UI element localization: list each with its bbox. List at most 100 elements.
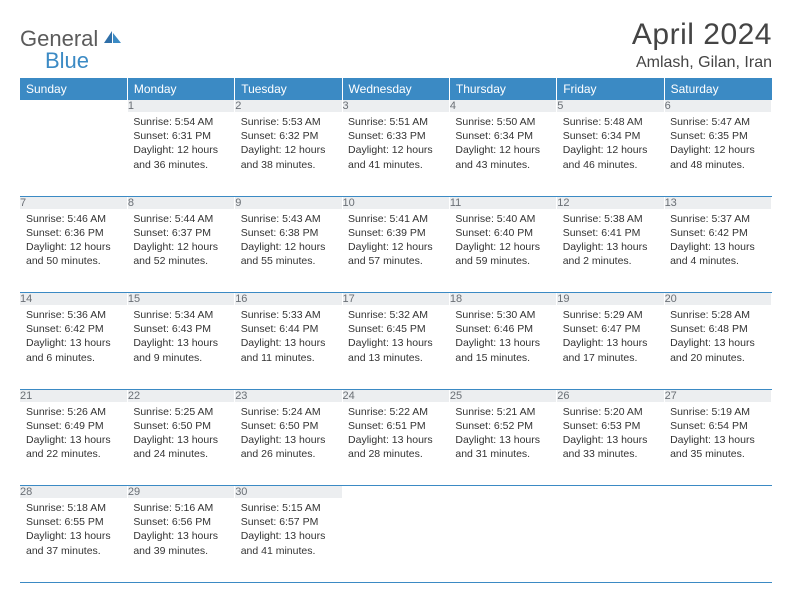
week-row: Sunrise: 5:18 AMSunset: 6:55 PMDaylight:… — [20, 498, 772, 582]
day-number: 11 — [449, 196, 556, 209]
day-sunset: Sunset: 6:48 PM — [670, 322, 767, 336]
day-sunrise: Sunrise: 5:26 AM — [26, 405, 123, 419]
day-sunrise: Sunrise: 5:46 AM — [26, 212, 123, 226]
day-day2: and 6 minutes. — [26, 351, 123, 365]
day-day1: Daylight: 12 hours — [241, 240, 338, 254]
day-day1: Daylight: 13 hours — [133, 433, 230, 447]
day-day1: Daylight: 12 hours — [133, 143, 230, 157]
day-day2: and 41 minutes. — [241, 544, 338, 558]
day-number: 7 — [20, 196, 127, 209]
day-number: 6 — [664, 100, 771, 112]
day-day1: Daylight: 13 hours — [563, 433, 660, 447]
day-day1: Daylight: 12 hours — [348, 143, 445, 157]
day-day2: and 48 minutes. — [670, 158, 767, 172]
day-cell: Sunrise: 5:26 AMSunset: 6:49 PMDaylight:… — [20, 402, 127, 486]
day-day2: and 9 minutes. — [133, 351, 230, 365]
day-sunset: Sunset: 6:51 PM — [348, 419, 445, 433]
day-sunset: Sunset: 6:41 PM — [563, 226, 660, 240]
day-number: 5 — [557, 100, 664, 112]
day-sunrise: Sunrise: 5:51 AM — [348, 115, 445, 129]
day-cell — [342, 498, 449, 582]
day-number: 25 — [449, 389, 556, 402]
day-cell: Sunrise: 5:43 AMSunset: 6:38 PMDaylight:… — [235, 209, 342, 293]
day-cell: Sunrise: 5:16 AMSunset: 6:56 PMDaylight:… — [127, 498, 234, 582]
day-day1: Daylight: 12 hours — [348, 240, 445, 254]
day-cell: Sunrise: 5:15 AMSunset: 6:57 PMDaylight:… — [235, 498, 342, 582]
day-sunset: Sunset: 6:56 PM — [133, 515, 230, 529]
day-cell: Sunrise: 5:20 AMSunset: 6:53 PMDaylight:… — [557, 402, 664, 486]
day-cell: Sunrise: 5:33 AMSunset: 6:44 PMDaylight:… — [235, 305, 342, 389]
day-cell: Sunrise: 5:40 AMSunset: 6:40 PMDaylight:… — [449, 209, 556, 293]
day-day1: Daylight: 13 hours — [455, 336, 552, 350]
brand-logo: General Blue — [20, 18, 122, 52]
day-sunset: Sunset: 6:53 PM — [563, 419, 660, 433]
day-day2: and 20 minutes. — [670, 351, 767, 365]
day-number: 23 — [235, 389, 342, 402]
day-day2: and 33 minutes. — [563, 447, 660, 461]
day-day1: Daylight: 13 hours — [670, 240, 767, 254]
day-day1: Daylight: 13 hours — [241, 433, 338, 447]
day-sunset: Sunset: 6:36 PM — [26, 226, 123, 240]
day-day2: and 52 minutes. — [133, 254, 230, 268]
day-day2: and 17 minutes. — [563, 351, 660, 365]
day-day1: Daylight: 12 hours — [563, 143, 660, 157]
day-cell: Sunrise: 5:19 AMSunset: 6:54 PMDaylight:… — [664, 402, 771, 486]
day-day2: and 55 minutes. — [241, 254, 338, 268]
day-day2: and 46 minutes. — [563, 158, 660, 172]
day-number: 20 — [664, 293, 771, 306]
day-number: 30 — [235, 486, 342, 499]
title-block: April 2024 Amlash, Gilan, Iran — [632, 18, 772, 72]
day-sunset: Sunset: 6:38 PM — [241, 226, 338, 240]
day-number: 26 — [557, 389, 664, 402]
day-sunrise: Sunrise: 5:48 AM — [563, 115, 660, 129]
day-cell: Sunrise: 5:30 AMSunset: 6:46 PMDaylight:… — [449, 305, 556, 389]
day-day1: Daylight: 12 hours — [133, 240, 230, 254]
daynum-row: 21222324252627 — [20, 389, 772, 402]
day-cell: Sunrise: 5:29 AMSunset: 6:47 PMDaylight:… — [557, 305, 664, 389]
day-number: 8 — [127, 196, 234, 209]
day-sunset: Sunset: 6:31 PM — [133, 129, 230, 143]
day-day2: and 39 minutes. — [133, 544, 230, 558]
day-number: 18 — [449, 293, 556, 306]
day-number: 21 — [20, 389, 127, 402]
day-cell — [20, 112, 127, 196]
day-sunset: Sunset: 6:50 PM — [241, 419, 338, 433]
day-cell: Sunrise: 5:44 AMSunset: 6:37 PMDaylight:… — [127, 209, 234, 293]
day-sunset: Sunset: 6:54 PM — [670, 419, 767, 433]
day-number: 1 — [127, 100, 234, 112]
day-sunset: Sunset: 6:57 PM — [241, 515, 338, 529]
day-sunrise: Sunrise: 5:47 AM — [670, 115, 767, 129]
day-cell: Sunrise: 5:50 AMSunset: 6:34 PMDaylight:… — [449, 112, 556, 196]
day-day2: and 50 minutes. — [26, 254, 123, 268]
day-sunrise: Sunrise: 5:30 AM — [455, 308, 552, 322]
day-number: 19 — [557, 293, 664, 306]
day-sunrise: Sunrise: 5:28 AM — [670, 308, 767, 322]
day-sunrise: Sunrise: 5:34 AM — [133, 308, 230, 322]
day-sunrise: Sunrise: 5:22 AM — [348, 405, 445, 419]
day-cell: Sunrise: 5:54 AMSunset: 6:31 PMDaylight:… — [127, 112, 234, 196]
sail-icon — [102, 30, 122, 44]
day-number: 17 — [342, 293, 449, 306]
day-day2: and 22 minutes. — [26, 447, 123, 461]
day-day1: Daylight: 13 hours — [670, 433, 767, 447]
day-day2: and 11 minutes. — [241, 351, 338, 365]
day-sunrise: Sunrise: 5:29 AM — [563, 308, 660, 322]
day-day2: and 41 minutes. — [348, 158, 445, 172]
day-cell: Sunrise: 5:32 AMSunset: 6:45 PMDaylight:… — [342, 305, 449, 389]
day-sunrise: Sunrise: 5:36 AM — [26, 308, 123, 322]
day-sunrise: Sunrise: 5:20 AM — [563, 405, 660, 419]
day-cell: Sunrise: 5:41 AMSunset: 6:39 PMDaylight:… — [342, 209, 449, 293]
day-sunset: Sunset: 6:32 PM — [241, 129, 338, 143]
daynum-row: 78910111213 — [20, 196, 772, 209]
day-number: 12 — [557, 196, 664, 209]
day-day1: Daylight: 13 hours — [26, 336, 123, 350]
day-day2: and 4 minutes. — [670, 254, 767, 268]
day-day1: Daylight: 12 hours — [455, 240, 552, 254]
day-cell: Sunrise: 5:36 AMSunset: 6:42 PMDaylight:… — [20, 305, 127, 389]
day-day2: and 26 minutes. — [241, 447, 338, 461]
day-cell: Sunrise: 5:47 AMSunset: 6:35 PMDaylight:… — [664, 112, 771, 196]
day-day2: and 37 minutes. — [26, 544, 123, 558]
day-sunrise: Sunrise: 5:37 AM — [670, 212, 767, 226]
day-number — [342, 486, 449, 499]
day-day2: and 35 minutes. — [670, 447, 767, 461]
